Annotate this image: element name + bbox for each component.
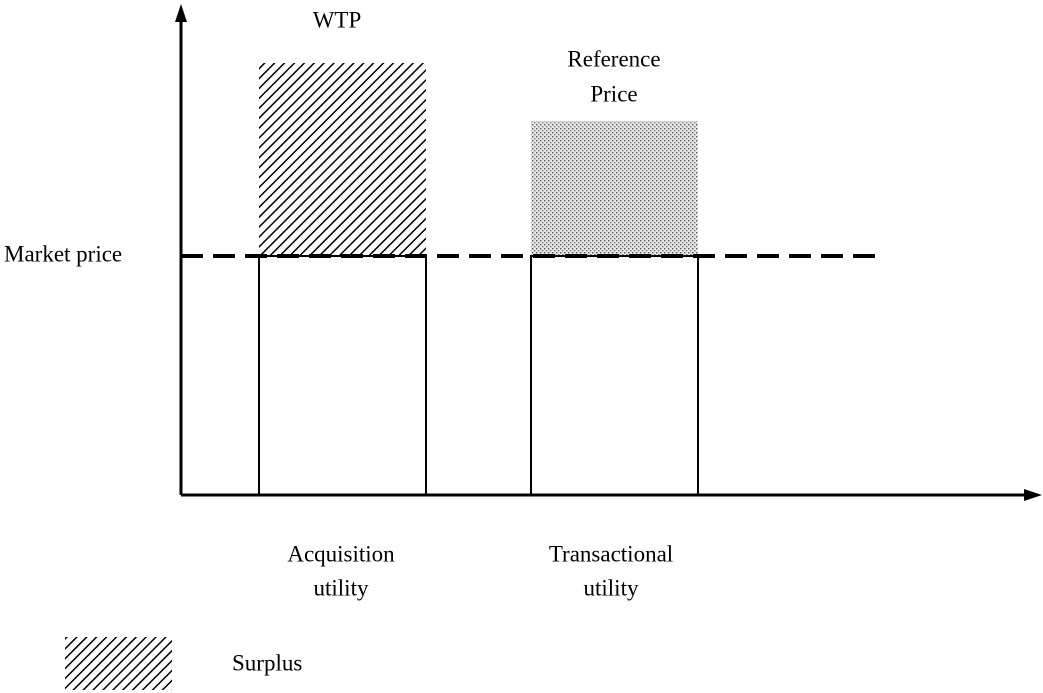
legend-label: Surplus: [232, 650, 302, 675]
reference-label: Reference: [567, 46, 660, 71]
bar-label: Transactional: [549, 541, 673, 566]
reference-label: Price: [590, 81, 637, 106]
bar-label: Acquisition: [287, 541, 395, 566]
legend-swatch: [65, 637, 172, 690]
wtp-label: WTP: [313, 7, 362, 32]
transactional-box: [530, 255, 699, 496]
bar-label: utility: [584, 575, 639, 600]
bar-label: utility: [314, 575, 369, 600]
x-axis-arrow: [1024, 489, 1042, 501]
acquisition-box: [258, 255, 427, 496]
market-price-label: Market price: [4, 241, 122, 266]
wtp-surplus: [259, 63, 426, 256]
reference-surplus: [531, 121, 698, 256]
y-axis-arrow: [175, 4, 187, 22]
